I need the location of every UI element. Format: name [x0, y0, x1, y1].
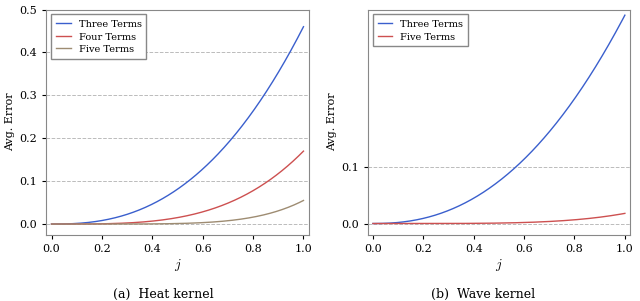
- Line: Five Terms: Five Terms: [373, 213, 625, 224]
- Five Terms: [575, 218, 583, 221]
- Four Terms: [184, 214, 192, 217]
- Three Terms: [615, 25, 623, 28]
- Three Terms: [198, 168, 205, 172]
- Five Terms: [519, 221, 527, 224]
- Five Terms: [506, 221, 513, 225]
- Four Terms: [254, 186, 262, 190]
- Four Terms: [167, 217, 175, 220]
- Five Terms: [490, 221, 498, 225]
- Line: Three Terms: Three Terms: [52, 27, 303, 224]
- Five Terms: [300, 199, 307, 202]
- Three Terms: [300, 25, 307, 29]
- X-axis label: $j$: $j$: [495, 256, 503, 273]
- Y-axis label: Avg. Error: Avg. Error: [6, 93, 15, 151]
- Three Terms: [254, 102, 262, 106]
- Text: (a)  Heat kernel: (a) Heat kernel: [113, 288, 214, 301]
- Three Terms: [490, 183, 498, 187]
- Three Terms: [294, 36, 301, 40]
- Five Terms: [489, 221, 497, 225]
- Five Terms: [621, 212, 628, 215]
- Four Terms: [300, 149, 307, 153]
- Line: Four Terms: Four Terms: [52, 151, 303, 224]
- Three Terms: [184, 180, 192, 183]
- Five Terms: [254, 214, 262, 218]
- Three Terms: [506, 171, 513, 175]
- Three Terms: [169, 191, 177, 194]
- Three Terms: [369, 222, 377, 225]
- Five Terms: [294, 202, 301, 205]
- Five Terms: [48, 222, 56, 226]
- Four Terms: [294, 155, 301, 159]
- Five Terms: [198, 221, 205, 225]
- X-axis label: $j$: $j$: [173, 256, 181, 273]
- Four Terms: [169, 217, 177, 220]
- Five Terms: [615, 213, 623, 216]
- Three Terms: [167, 191, 175, 195]
- Line: Three Terms: Three Terms: [373, 15, 625, 224]
- Y-axis label: Avg. Error: Avg. Error: [327, 93, 337, 151]
- Five Terms: [167, 222, 175, 225]
- Legend: Three Terms, Four Terms, Five Terms: Three Terms, Four Terms, Five Terms: [51, 14, 147, 59]
- Five Terms: [369, 222, 377, 225]
- Three Terms: [575, 90, 583, 94]
- Three Terms: [621, 13, 628, 17]
- Five Terms: [184, 222, 192, 225]
- Four Terms: [198, 210, 205, 214]
- Three Terms: [519, 159, 527, 162]
- Legend: Three Terms, Five Terms: Three Terms, Five Terms: [372, 14, 468, 46]
- Three Terms: [489, 184, 497, 188]
- Four Terms: [48, 222, 56, 226]
- Text: (b)  Wave kernel: (b) Wave kernel: [431, 288, 535, 301]
- Three Terms: [48, 222, 56, 226]
- Line: Five Terms: Five Terms: [52, 200, 303, 224]
- Five Terms: [169, 222, 177, 225]
